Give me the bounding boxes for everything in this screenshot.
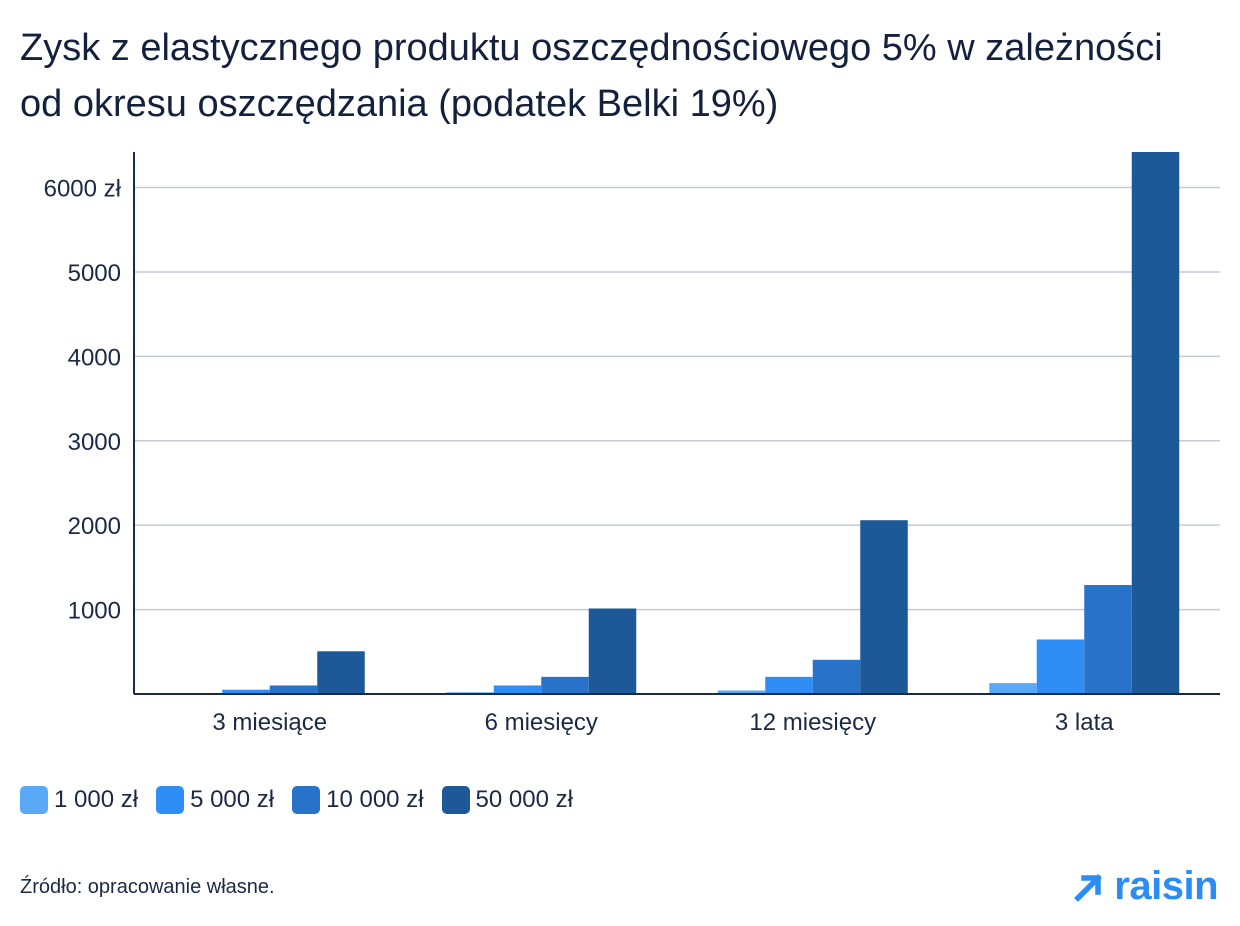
legend-swatch (292, 786, 321, 814)
source-note: Źródło: opracowanie własne. (20, 876, 275, 898)
x-tick-label: 3 miesiące (212, 709, 327, 736)
y-tick-labels: 1000 2000 3000 4000 5000 6000 zł (44, 176, 122, 625)
x-tick-labels: 3 miesiące 6 miesięcy 12 miesięcy 3 lata (212, 709, 1114, 736)
bar (1036, 639, 1085, 694)
bar (717, 690, 766, 694)
legend-item: 5 000 zł (156, 786, 274, 814)
bar (812, 659, 861, 694)
legend-label: 1 000 zł (54, 786, 139, 813)
logo-text: raisin (1114, 864, 1218, 908)
y-tick-label: 5000 (68, 260, 121, 287)
x-tick-label: 12 miesięcy (749, 709, 876, 736)
chart-title: Zysk z elastycznego produktu oszczędnośc… (20, 27, 1163, 125)
bar (860, 520, 908, 694)
legend-swatch (156, 786, 185, 814)
legend-item: 10 000 zł (292, 786, 424, 814)
legend-label: 10 000 zł (326, 786, 424, 813)
arrow-up-right-icon (1074, 873, 1103, 902)
y-tick-label: 2000 (68, 513, 121, 540)
legend-swatch (20, 786, 48, 814)
bar (493, 685, 542, 694)
raisin-logo: raisin (1072, 864, 1218, 909)
y-tick-label: 3000 (68, 429, 121, 456)
legend-item: 50 000 zł (441, 786, 573, 814)
bar (1084, 585, 1132, 694)
grid-lines (134, 186, 1220, 611)
x-tick-label: 6 miesięcy (485, 709, 598, 736)
y-tick-label: 4000 (68, 344, 121, 371)
bar (269, 685, 318, 694)
axes (133, 152, 1220, 695)
bar-chart: 1000 2000 3000 4000 5000 6000 zł 3 miesiące 6 … (44, 152, 1220, 736)
legend: 1 000 zł 5 000 zł 10 000 zł 50 000 zł (20, 786, 573, 814)
bar (588, 608, 637, 694)
y-tick-label: 1000 (68, 598, 121, 625)
x-tick-label: 3 lata (1055, 709, 1114, 736)
bar (1131, 152, 1180, 694)
legend-item: 1 000 zł (20, 786, 138, 814)
bars (174, 152, 1180, 694)
y-tick-label: 6000 zł (44, 176, 122, 203)
bar (317, 651, 365, 694)
bar (222, 689, 270, 694)
bar (765, 676, 813, 694)
legend-swatch (441, 786, 470, 814)
legend-label: 50 000 zł (475, 786, 573, 813)
bar (989, 683, 1037, 694)
bar (541, 676, 589, 694)
legend-label: 5 000 zł (190, 786, 275, 813)
